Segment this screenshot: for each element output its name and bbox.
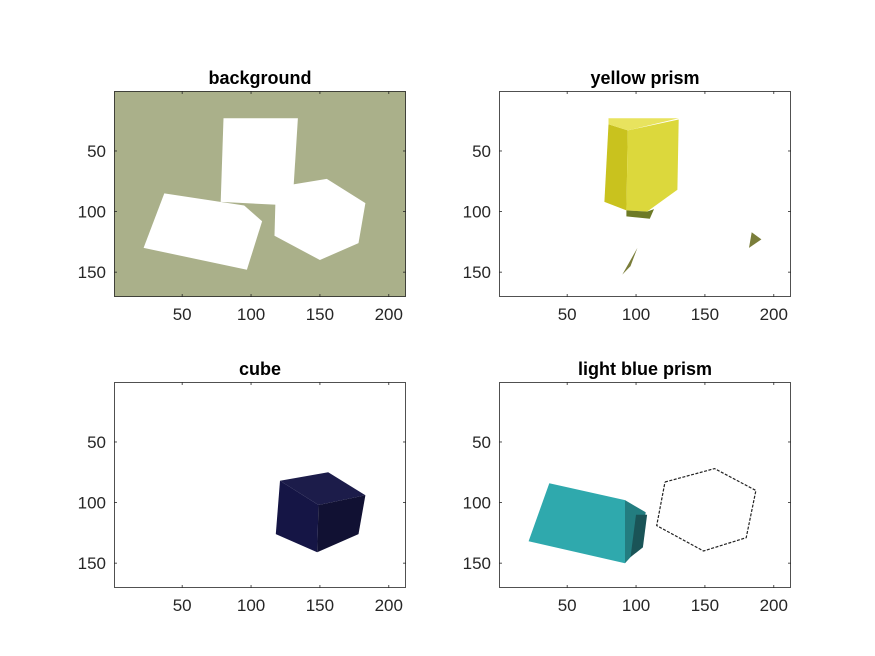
axes-frame [499, 91, 791, 297]
yellow-prism-mask [220, 118, 298, 206]
image-background [499, 382, 791, 588]
prism-top-face [608, 118, 679, 131]
light-blue-prism-mask [143, 193, 263, 270]
y-tick-label: 100 [463, 203, 491, 222]
x-tick-label: 100 [237, 596, 265, 615]
x-tick-label: 150 [306, 305, 334, 324]
cube-left-face [275, 480, 319, 553]
stray-sliver-left [622, 247, 638, 275]
cube-right-face [317, 495, 366, 553]
x-tick-label: 150 [306, 596, 334, 615]
axes-frame [114, 91, 406, 297]
cube-top-face [280, 472, 366, 505]
y-tick-label: 50 [472, 433, 491, 452]
subplot-yellow-prism: 50 100 150 200 50 100 150 yellow prism [463, 68, 791, 324]
stray-sliver-right [749, 232, 762, 248]
subplot-title: yellow prism [590, 68, 699, 88]
x-tick-label: 150 [691, 596, 719, 615]
image-area [114, 382, 406, 588]
x-tick-label: 200 [375, 596, 403, 615]
image-area [499, 382, 791, 588]
prism-end-shadow [630, 514, 648, 558]
x-tick-label: 150 [691, 305, 719, 324]
subplot-light-blue-prism: 50 100 150 200 50 100 150 light blue prism [463, 359, 791, 615]
x-tick-label: 200 [375, 305, 403, 324]
y-tick-label: 150 [463, 554, 491, 573]
subplot-cube: 50 100 150 200 50 100 150 cube [78, 359, 406, 615]
subplot-title: cube [239, 359, 281, 379]
subplot-title: background [208, 68, 311, 88]
y-tick-label: 50 [87, 433, 106, 452]
x-tick-label: 100 [622, 596, 650, 615]
x-tick-label: 50 [558, 596, 577, 615]
x-tick-label: 50 [173, 305, 192, 324]
x-tick-label: 200 [760, 305, 788, 324]
prism-main-face [528, 483, 625, 564]
x-tick-label: 100 [237, 305, 265, 324]
cube-outline [656, 467, 757, 552]
y-tick-label: 150 [78, 263, 106, 282]
axes-frame [499, 382, 791, 588]
subplot-title: light blue prism [578, 359, 712, 379]
y-tick-label: 50 [472, 142, 491, 161]
prism-shadow [626, 209, 654, 219]
axes-frame [114, 382, 406, 588]
x-tick-label: 100 [622, 305, 650, 324]
image-area [114, 91, 406, 297]
x-tick-label: 50 [173, 596, 192, 615]
y-tick-label: 100 [463, 494, 491, 513]
subplot-background: 50 100 150 200 50 100 150 background [78, 68, 406, 324]
prism-side-face [626, 119, 679, 212]
y-tick-label: 50 [87, 142, 106, 161]
y-tick-label: 100 [78, 494, 106, 513]
y-tick-label: 150 [78, 554, 106, 573]
image-background [114, 382, 406, 588]
y-tick-label: 100 [78, 203, 106, 222]
x-tick-label: 50 [558, 305, 577, 324]
x-tick-label: 200 [760, 596, 788, 615]
cube-mask [274, 178, 366, 260]
prism-front-face [604, 124, 628, 211]
image-area [499, 91, 791, 297]
y-tick-label: 150 [463, 263, 491, 282]
